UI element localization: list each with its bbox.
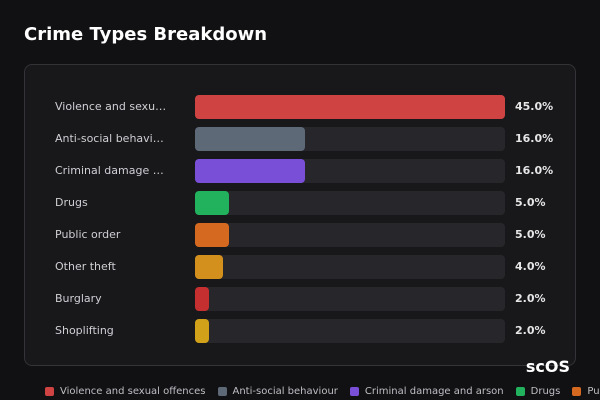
value-label: 2.0% — [515, 292, 546, 305]
legend-item: Criminal damage and arson — [349, 386, 504, 397]
value-label: 5.0% — [515, 196, 546, 209]
value-label: 4.0% — [515, 260, 546, 273]
bar-track — [195, 255, 505, 279]
bar — [195, 287, 209, 311]
bar — [195, 191, 230, 215]
legend-label: Anti-social behaviour — [232, 386, 338, 397]
legend-swatch — [349, 387, 359, 396]
value-label: 5.0% — [515, 228, 546, 241]
category-label: Anti-social behaviour — [55, 132, 170, 145]
legend-label: Violence and sexual offences — [60, 386, 206, 397]
legend-item: Drugs — [515, 386, 561, 397]
legend-swatch — [217, 387, 227, 396]
bar — [195, 159, 306, 183]
value-label: 16.0% — [515, 132, 554, 145]
bar — [195, 127, 306, 151]
category-label: Violence and sexual offences — [55, 100, 170, 113]
value-label: 16.0% — [515, 164, 554, 177]
legend: Violence and sexual offences Anti-social … — [45, 386, 600, 397]
bar — [195, 223, 230, 247]
legend-item: Violence and sexual offences — [45, 386, 206, 397]
bar-track — [195, 319, 505, 343]
legend-label: Public order — [587, 386, 600, 397]
legend-item: Anti-social behaviour — [217, 386, 338, 397]
bar — [195, 95, 505, 119]
legend-label: Criminal damage and arson — [364, 386, 504, 397]
category-label: Drugs — [55, 196, 88, 209]
watermark: scOS — [525, 357, 570, 376]
category-label: Other theft — [55, 260, 116, 273]
bar — [195, 255, 223, 279]
value-label: 2.0% — [515, 324, 546, 337]
legend-swatch — [515, 387, 525, 396]
legend-swatch — [45, 387, 54, 396]
bar-track — [195, 223, 505, 247]
category-label: Criminal damage and arson — [55, 164, 170, 177]
category-label: Shoplifting — [55, 324, 114, 337]
legend-swatch — [572, 387, 582, 396]
bar-track — [195, 191, 505, 215]
chart-title: Crime Types Breakdown — [24, 24, 268, 45]
category-label: Public order — [55, 228, 121, 241]
category-label: Burglary — [55, 292, 102, 305]
bar — [195, 319, 209, 343]
legend-label: Drugs — [530, 386, 561, 397]
legend-item: Public order — [572, 386, 600, 397]
value-label: 45.0% — [515, 100, 554, 113]
bar-track — [195, 287, 505, 311]
